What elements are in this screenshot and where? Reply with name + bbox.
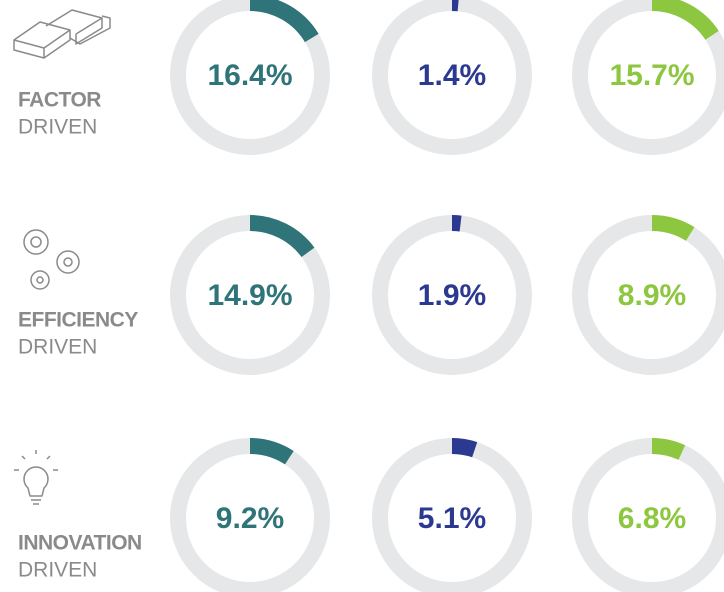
value-label: 16.4% <box>207 59 292 92</box>
row-subtitle: DRIVEN <box>18 116 97 139</box>
value-label: 8.9% <box>618 279 686 312</box>
gold-bars-icon <box>13 9 111 59</box>
value-label: 1.4% <box>418 59 486 92</box>
gears-icon <box>23 229 80 290</box>
donut-arc <box>249 215 315 258</box>
row-subtitle: DRIVEN <box>18 336 97 359</box>
value-label: 1.9% <box>418 279 486 312</box>
value-label: 6.8% <box>618 502 686 535</box>
donut-arc <box>249 0 319 43</box>
donut-arc <box>651 215 695 241</box>
row-subtitle: DRIVEN <box>18 559 97 582</box>
donut-arc <box>451 215 462 232</box>
value-label: 14.9% <box>207 279 292 312</box>
donut-arc <box>651 438 686 460</box>
value-label: 5.1% <box>418 502 486 535</box>
donut-arc <box>651 0 719 40</box>
row-title: INNOVATION <box>18 532 142 555</box>
donut-arc <box>249 438 294 465</box>
value-label: 15.7% <box>609 59 694 92</box>
row-title: FACTOR <box>18 89 101 112</box>
lightbulb-icon <box>14 450 58 505</box>
row-title: EFFICIENCY <box>18 309 138 332</box>
donut-arc <box>451 438 478 458</box>
value-label: 9.2% <box>216 502 284 535</box>
